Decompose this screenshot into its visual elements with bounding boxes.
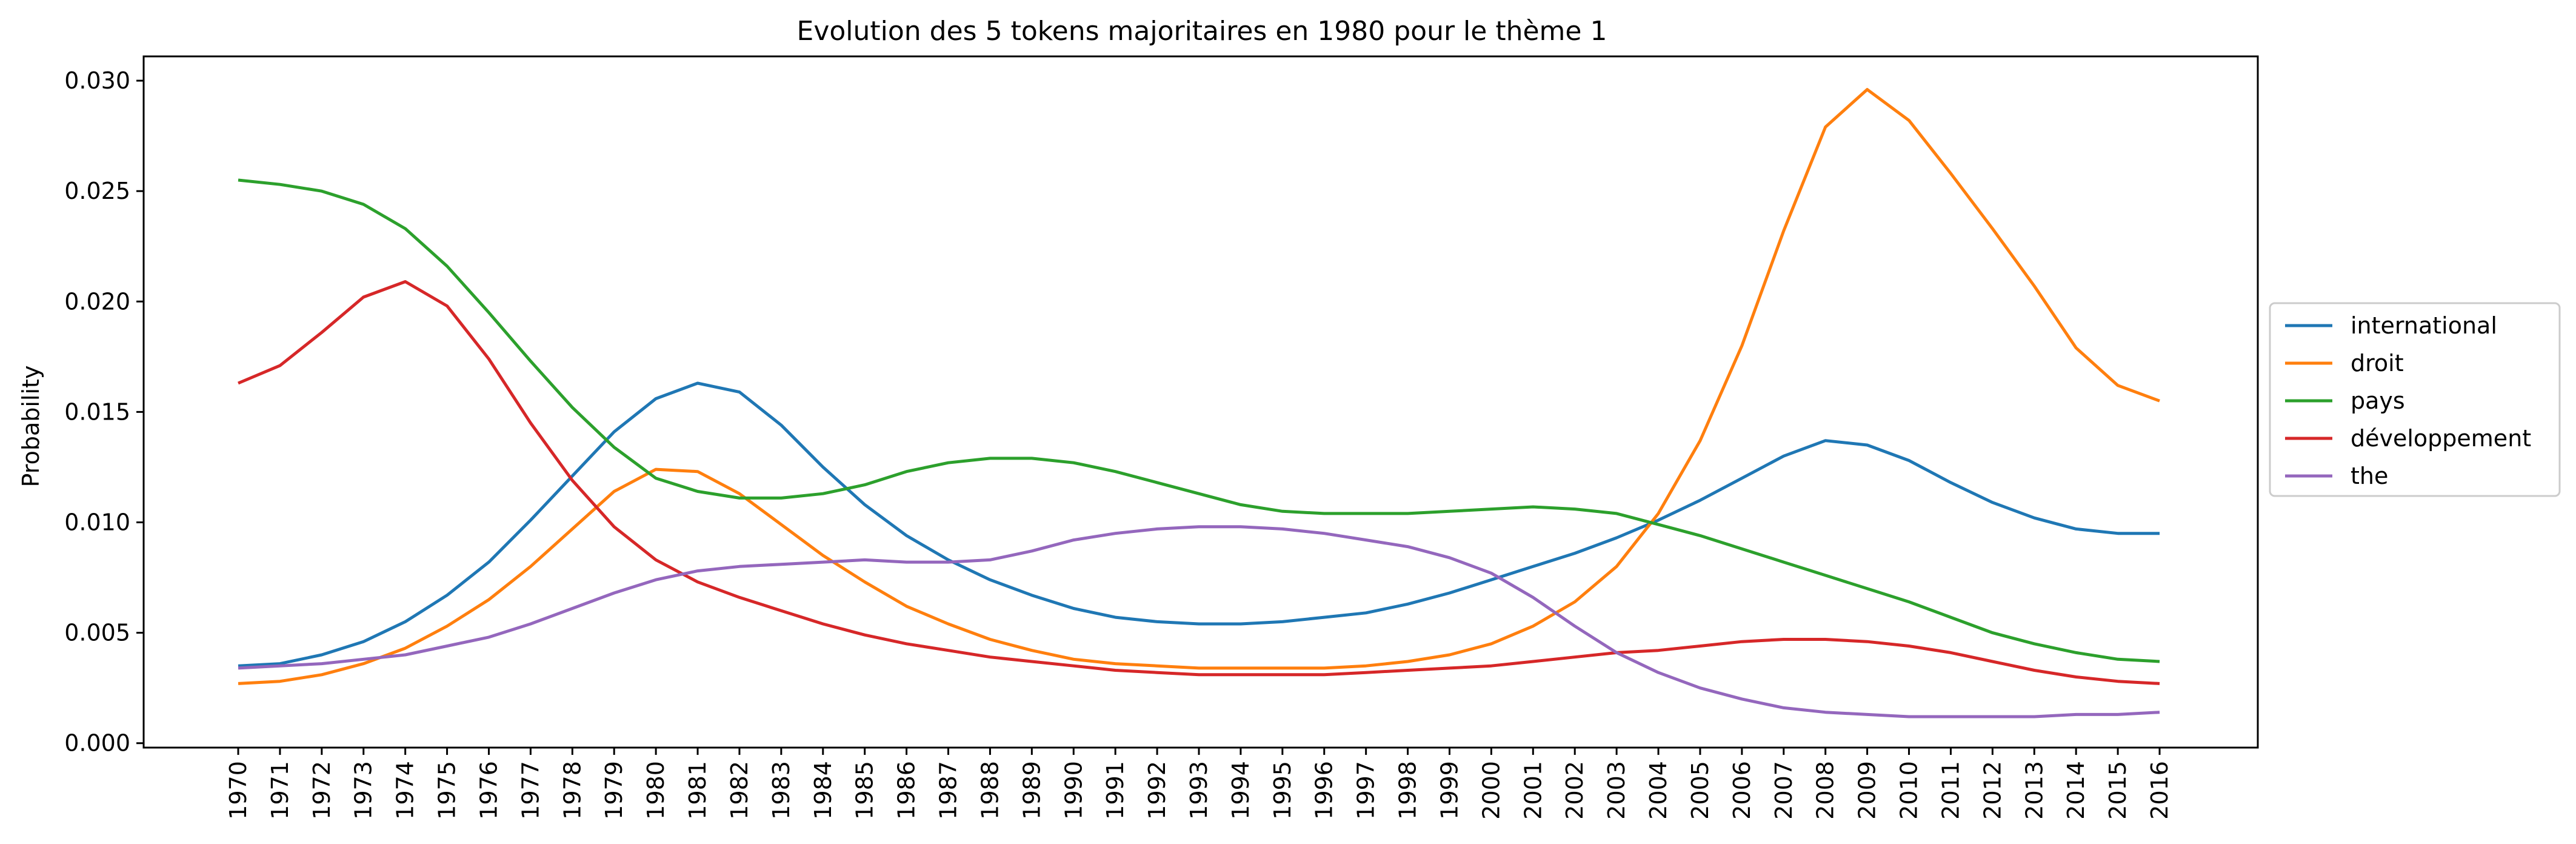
legend-label: international [2351, 312, 2497, 339]
x-tick-label: 1971 [267, 761, 293, 820]
y-tick-label: 0.025 [64, 178, 130, 204]
series-line-the [238, 527, 2160, 717]
y-tick-label: 0.005 [64, 620, 130, 646]
x-tick-label: 1991 [1102, 761, 1129, 820]
x-tick-label: 2001 [1520, 761, 1546, 820]
legend-label: pays [2351, 387, 2405, 414]
x-tick-label: 1982 [726, 761, 753, 820]
x-tick-label: 1989 [1018, 761, 1045, 820]
x-tick-label: 2009 [1854, 761, 1881, 820]
series-layer [238, 90, 2160, 717]
x-tick-label: 1995 [1269, 761, 1296, 820]
x-tick-label: 1996 [1311, 761, 1338, 820]
x-axis: 1970 1971 1972 1973 1974 1975 1976 1977 1978 1979… [225, 748, 2173, 820]
x-tick-label: 2006 [1729, 761, 1755, 820]
x-tick-label: 1993 [1186, 761, 1212, 820]
x-tick-label: 2011 [1937, 761, 1964, 820]
x-tick-label: 1984 [810, 761, 836, 820]
x-tick-label: 2002 [1561, 761, 1588, 820]
x-tick-label: 1985 [852, 761, 878, 820]
x-tick-label: 1974 [392, 761, 419, 820]
y-axis-label: Probability [18, 366, 44, 487]
x-tick-label: 1992 [1144, 761, 1170, 820]
x-tick-label: 1979 [601, 761, 627, 820]
x-tick-label: 2016 [2146, 761, 2173, 820]
x-tick-label: 1976 [475, 761, 502, 820]
x-tick-label: 1999 [1436, 761, 1463, 820]
x-tick-label: 1987 [935, 761, 962, 820]
x-tick-label: 1972 [309, 761, 335, 820]
x-tick-label: 1977 [517, 761, 544, 820]
series-line-international [238, 383, 2160, 666]
x-tick-label: 1990 [1060, 761, 1087, 820]
x-tick-label: 2014 [2063, 761, 2089, 820]
x-tick-label: 2005 [1687, 761, 1713, 820]
x-tick-label: 2003 [1603, 761, 1630, 820]
x-tick-label: 1978 [559, 761, 586, 820]
x-tick-label: 1988 [976, 761, 1003, 820]
legend-label: the [2351, 463, 2388, 489]
y-tick-label: 0.000 [64, 730, 130, 757]
x-tick-label: 1975 [434, 761, 461, 820]
chart-title: Evolution des 5 tokens majoritaires en 1… [797, 16, 1607, 47]
x-tick-label: 1981 [684, 761, 711, 820]
x-tick-label: 2007 [1770, 761, 1797, 820]
x-tick-label: 1970 [225, 761, 252, 820]
x-tick-label: 2015 [2104, 761, 2131, 820]
x-tick-label: 1980 [642, 761, 669, 820]
series-line-droit [238, 90, 2160, 684]
legend-label: droit [2351, 350, 2404, 377]
x-tick-label: 1998 [1395, 761, 1421, 820]
x-tick-label: 1983 [768, 761, 795, 820]
series-line-pays [238, 180, 2160, 661]
legend: international droit pays développement the [2270, 303, 2560, 496]
y-tick-label: 0.020 [64, 288, 130, 315]
x-tick-label: 2013 [2021, 761, 2047, 820]
x-tick-label: 1986 [893, 761, 920, 820]
x-tick-label: 2000 [1478, 761, 1504, 820]
x-tick-label: 1997 [1353, 761, 1380, 820]
x-tick-label: 2004 [1645, 761, 1672, 820]
y-tick-label: 0.010 [64, 509, 130, 535]
x-tick-label: 2008 [1812, 761, 1839, 820]
y-tick-label: 0.030 [64, 67, 130, 94]
legend-label: développement [2351, 425, 2531, 452]
x-tick-label: 2010 [1896, 761, 1923, 820]
y-axis: 0.000 0.005 0.010 0.015 0.020 0.025 0.030 [64, 67, 144, 757]
y-tick-label: 0.015 [64, 398, 130, 425]
x-tick-label: 1994 [1227, 761, 1254, 820]
x-tick-label: 1973 [350, 761, 377, 820]
x-tick-label: 2012 [1979, 761, 2006, 820]
